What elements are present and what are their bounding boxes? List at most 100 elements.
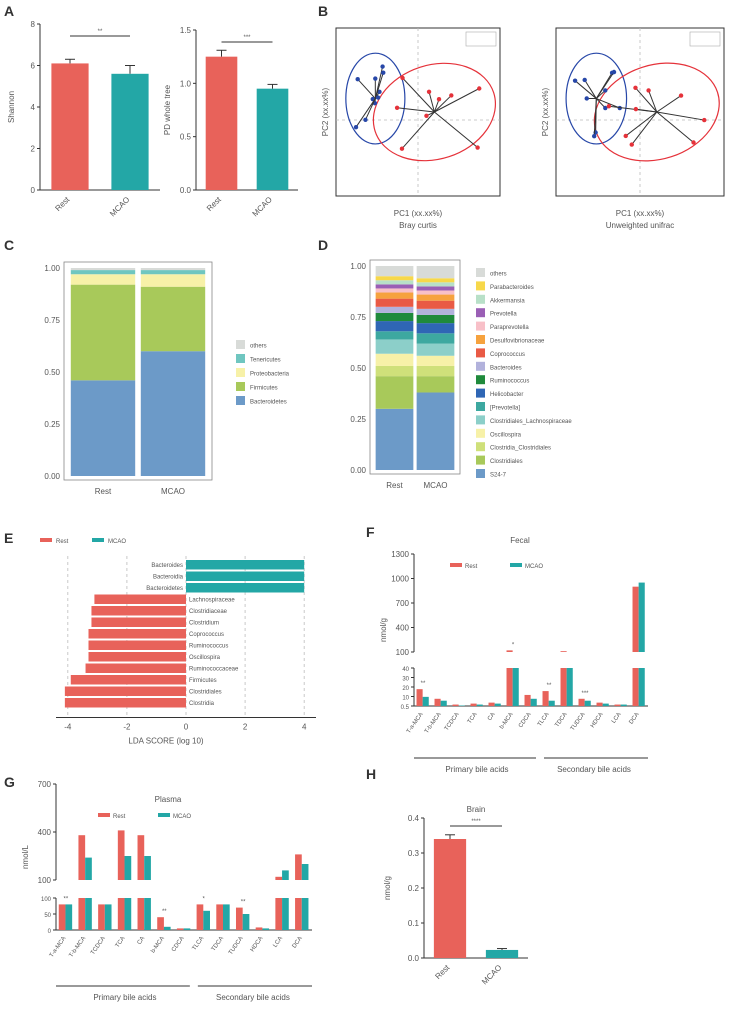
legend-label: Ruminococcus <box>490 379 529 385</box>
bar-LCA <box>620 704 627 706</box>
plot-frame <box>369 259 461 475</box>
bar-top-T-b-MCA <box>78 835 86 880</box>
point-mcao <box>377 89 382 95</box>
x-tick-label: CDCA <box>171 936 186 953</box>
subtitle: Unweighted unifrac <box>606 221 674 230</box>
spider-rest <box>434 111 478 148</box>
segment-Helicobacter <box>375 321 414 332</box>
legend-swatch <box>476 455 485 465</box>
bar-TCDCA <box>104 904 112 930</box>
spider-mcao <box>584 79 597 99</box>
segment-Akkermansia <box>375 280 414 285</box>
legend-swatch <box>476 348 485 358</box>
point-mcao <box>380 64 385 69</box>
point-mcao <box>611 69 617 75</box>
bar-top-CA <box>144 856 151 880</box>
bar-TCDCA <box>452 704 459 706</box>
segment-Bacteroides <box>416 308 455 315</box>
bar-TCA <box>117 898 125 930</box>
x-tick-label: T-a-MCA <box>49 936 68 959</box>
panel-label-A: A <box>4 3 14 19</box>
spider-rest <box>635 87 658 113</box>
spider-mcao <box>574 80 597 99</box>
chart-title: Plasma <box>155 795 182 804</box>
bar-b-MCA <box>506 668 513 706</box>
spider-mcao <box>596 98 620 109</box>
bar-MCAO <box>111 73 149 190</box>
lda-label: Bacteroidia <box>153 575 184 581</box>
x-tick-label: b-MCA <box>150 936 166 955</box>
ellipse-mcao <box>565 52 628 145</box>
bar-TUDCA <box>584 700 591 706</box>
x-tick-label: MCAO <box>108 195 131 218</box>
bar-CDCA <box>524 694 531 706</box>
y-tick-label: 0.50 <box>44 368 60 377</box>
bar-TCDCA <box>98 904 105 930</box>
panel-label-B: B <box>318 3 328 19</box>
bar-top-DCA <box>638 582 645 652</box>
y-tick-label: 400 <box>38 828 52 837</box>
spider-mcao <box>595 71 615 99</box>
signif-label: * <box>203 896 206 902</box>
y-axis-label: PC2 (xx.xx%) <box>541 87 550 136</box>
x-tick-label: TDCA <box>211 936 225 953</box>
bar-HDCA <box>602 703 609 706</box>
bar-top-TCA <box>124 856 132 880</box>
point-rest <box>424 113 429 119</box>
segment-S24-7 <box>375 408 414 470</box>
bar-HDCA <box>262 928 270 930</box>
bar-TLCA <box>203 910 210 930</box>
spider-rest <box>434 88 480 113</box>
y-tick-label: 1000 <box>391 575 409 584</box>
point-rest <box>449 93 454 98</box>
chart-G: Plasma Rest MCAO 100 400 700 0 50 100 nmol/L T-a-M… <box>21 780 312 1002</box>
y-axis-label: Shannon <box>7 91 16 123</box>
bar-Rest <box>51 63 89 190</box>
panel-label-G: G <box>4 774 15 790</box>
point-mcao <box>355 77 360 82</box>
legend-label: Clostridiales_Lachnospiraceae <box>490 419 572 425</box>
legend-label: Tenericutes <box>250 358 281 364</box>
legend-label: Clostridiales <box>490 459 523 465</box>
x-tick-label: TCA <box>115 936 127 949</box>
y-tick-label: 1.00 <box>44 264 60 273</box>
x-tick-label: LCA <box>611 712 623 725</box>
x-tick-label: MCAO <box>480 963 503 986</box>
lda-bar-Ruminococcus <box>88 640 186 650</box>
point-mcao <box>363 117 368 123</box>
bar-T-b-MCA <box>434 698 441 706</box>
spider-rest <box>401 111 435 150</box>
legend-label: MCAO <box>108 539 126 545</box>
y-tick-label: 100 <box>38 876 52 885</box>
segment-Proteobacteria <box>70 274 136 285</box>
segment-Paraprevotella <box>375 288 414 293</box>
y-tick-label: 8 <box>31 20 36 29</box>
y-axis-label: nmol/g <box>383 876 392 900</box>
y-tick-label: 0.2 <box>408 884 420 893</box>
point-mcao <box>603 88 608 93</box>
legend-swatch <box>476 281 485 291</box>
spider-rest <box>631 111 658 145</box>
point-rest <box>702 117 707 123</box>
lda-bar-Coprococcus <box>88 629 186 639</box>
x-tick-label: DCA <box>292 936 304 950</box>
lda-label: Coprococcus <box>189 632 224 638</box>
lda-bar-Oscillospira <box>88 652 186 662</box>
legend-label: Oscillospira <box>490 432 522 438</box>
legend-swatch <box>236 340 245 349</box>
spider-rest <box>625 111 658 137</box>
x-tick-label: CA <box>137 936 147 946</box>
bar-T-a-MCA <box>422 696 429 706</box>
y-tick-label: 0.5 <box>401 705 410 711</box>
x-tick-label: TLCA <box>537 712 551 728</box>
subtitle: Bray curtis <box>399 221 437 230</box>
bar-b-MCA <box>512 668 519 706</box>
y-tick-label: 0.0 <box>408 954 420 963</box>
point-mcao <box>582 77 587 83</box>
y-tick-label: 0.25 <box>350 415 366 424</box>
lda-bar-Bacteroidetes <box>186 583 305 593</box>
spider-rest <box>656 95 682 113</box>
y-tick-label: 6 <box>31 62 36 71</box>
y-tick-label: 0.3 <box>408 849 420 858</box>
